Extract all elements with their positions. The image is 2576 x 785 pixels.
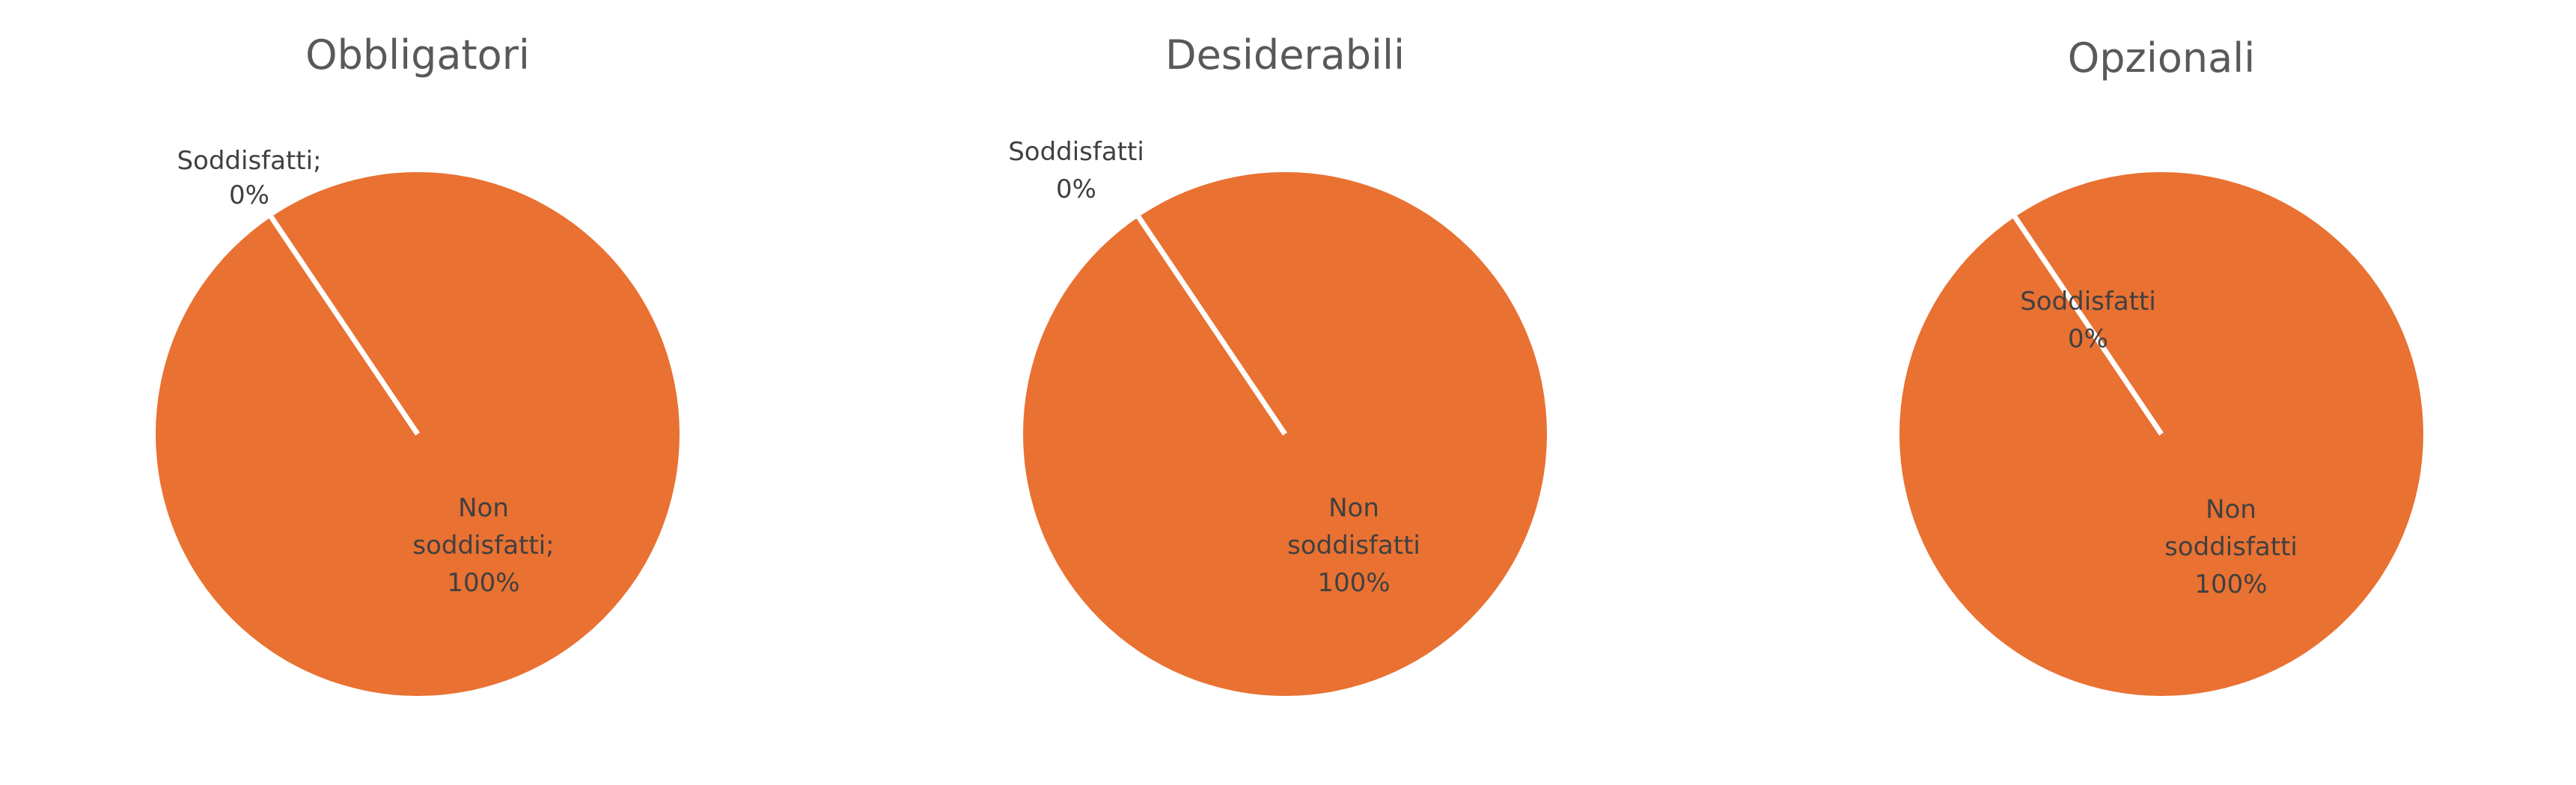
data-label-line: Soddisfatti <box>2020 287 2156 317</box>
data-label-soddisfatti: Soddisfatti 0% <box>1008 137 1144 204</box>
data-label-line: 0% <box>2068 324 2108 354</box>
slice-separator-line <box>269 215 420 436</box>
chart-title: Desiderabili <box>1165 31 1405 79</box>
data-label-line: Non <box>458 493 509 523</box>
data-label-non-soddisfatti: Non soddisfatti; 100% <box>412 493 554 598</box>
chart-title: Opzionali <box>2068 34 2256 82</box>
data-label-soddisfatti: Soddisfatti 0% <box>2020 287 2156 354</box>
data-label-line: 0% <box>229 180 269 210</box>
data-label-non-soddisfatti: Non soddisfatti 100% <box>1287 493 1420 598</box>
data-label-line: 100% <box>447 568 519 598</box>
pie-chart-1: Obbligatori Soddisfatti; 0% Non soddisfatti;… <box>156 31 680 696</box>
data-label-line: 100% <box>1317 568 1390 598</box>
slice-separator-line <box>2012 215 2164 436</box>
data-label-line: 0% <box>1056 174 1096 204</box>
data-label-line: soddisfatti; <box>412 531 554 561</box>
data-label-line: 100% <box>2194 569 2267 599</box>
data-label-line: soddisfatti <box>2164 532 2298 562</box>
data-label-line: Soddisfatti; <box>177 146 321 176</box>
pie-chart-3: Opzionali Soddisfatti 0% Non soddisfatti 100% <box>1899 34 2423 696</box>
data-label-non-soddisfatti: Non soddisfatti 100% <box>2164 495 2298 599</box>
chart-title: Obbligatori <box>305 31 530 79</box>
data-label-soddisfatti: Soddisfatti; 0% <box>177 146 321 210</box>
data-label-line: soddisfatti <box>1287 531 1420 561</box>
data-label-line: Non <box>2206 495 2256 525</box>
slice-separator-line <box>1136 215 1287 436</box>
pie-chart-2: Desiderabili Soddisfatti 0% Non soddisfatti 1… <box>1008 31 1547 696</box>
data-label-line: Soddisfatti <box>1008 137 1144 167</box>
data-label-line: Non <box>1328 493 1379 523</box>
